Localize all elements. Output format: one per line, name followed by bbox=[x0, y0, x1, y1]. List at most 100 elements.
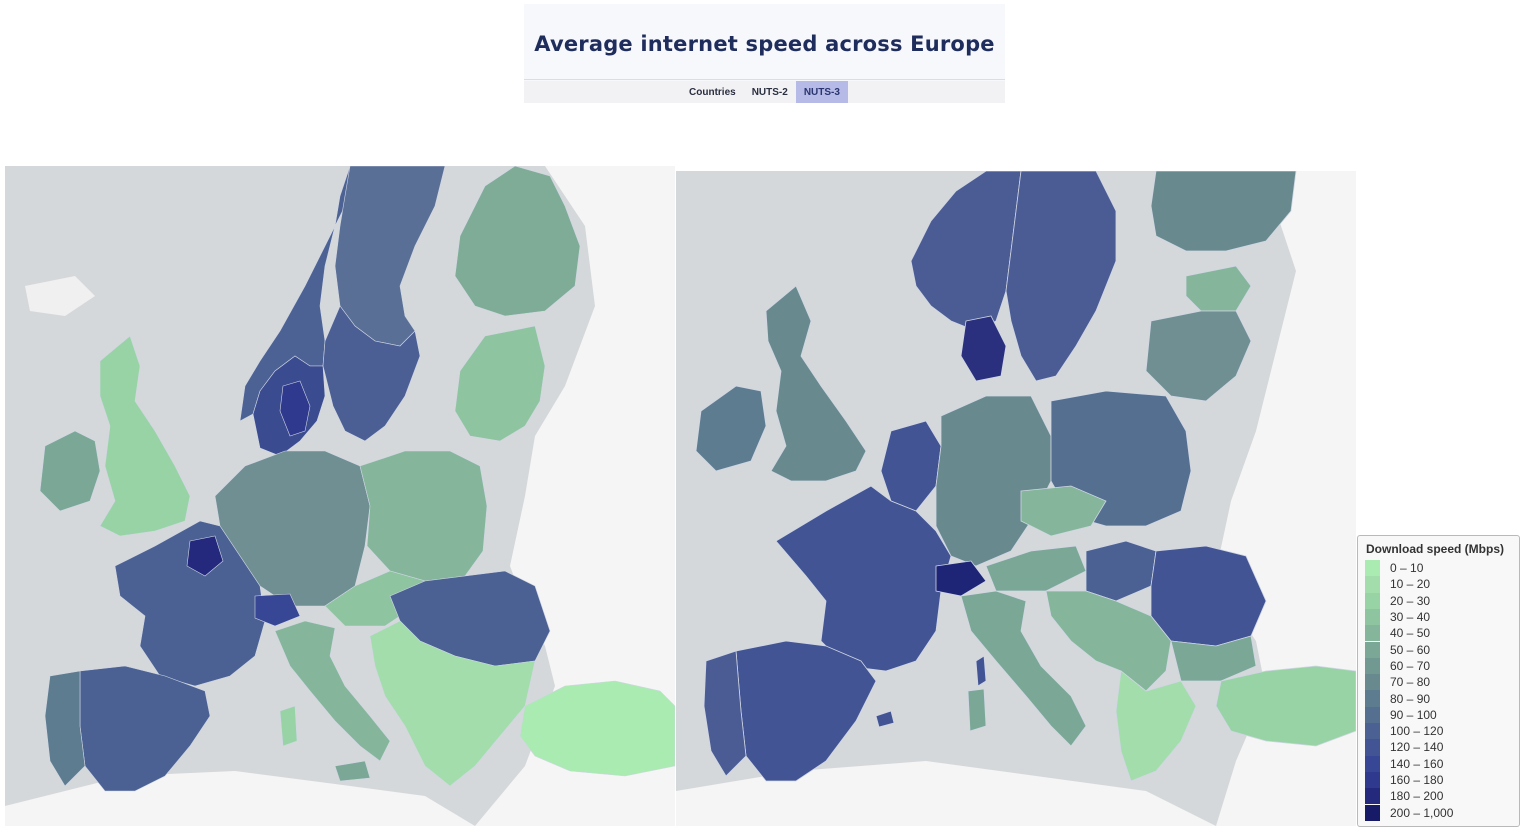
legend-item: 0 – 10 bbox=[1365, 560, 1424, 577]
legend-label: 20 – 30 bbox=[1390, 593, 1431, 608]
nuts-3-map[interactable] bbox=[5, 166, 675, 826]
legend-swatch bbox=[1365, 608, 1380, 626]
legend-panel: Download speed (Mbps) 0 – 10 10 – 20 20 – … bbox=[1357, 535, 1520, 827]
country-ireland[interactable] bbox=[695, 385, 767, 472]
tab-nuts-3[interactable]: NUTS-3 bbox=[795, 81, 848, 103]
country-estonia[interactable] bbox=[1185, 265, 1252, 312]
legend-swatch bbox=[1365, 804, 1380, 821]
country-france[interactable] bbox=[775, 485, 952, 672]
country-germany[interactable] bbox=[935, 395, 1052, 567]
legend-label: 70 – 80 bbox=[1390, 675, 1431, 690]
legend-item: 90 – 100 bbox=[1365, 706, 1437, 723]
level-tabs: Countries NUTS-2 NUTS-3 bbox=[524, 81, 1005, 103]
region-balkans[interactable] bbox=[369, 620, 536, 787]
region-sweden-south[interactable] bbox=[322, 305, 421, 442]
legend-swatch bbox=[1365, 625, 1380, 642]
country-greece-albania[interactable] bbox=[1115, 670, 1197, 782]
region-portugal[interactable] bbox=[44, 670, 86, 787]
legend-swatch bbox=[1365, 771, 1380, 789]
region-france[interactable] bbox=[114, 520, 266, 687]
country-czechia[interactable] bbox=[1020, 485, 1107, 537]
legend-label: 120 – 140 bbox=[1390, 740, 1444, 755]
iceland-land bbox=[25, 276, 95, 316]
legend-item: 40 – 50 bbox=[1365, 625, 1430, 642]
region-sweden[interactable] bbox=[334, 166, 446, 347]
legend-label: 60 – 70 bbox=[1390, 658, 1431, 673]
legend-item: 140 – 160 bbox=[1365, 755, 1444, 772]
legend-swatch bbox=[1365, 706, 1380, 723]
region-switzerland[interactable] bbox=[254, 593, 301, 627]
country-hungary[interactable] bbox=[1085, 540, 1157, 602]
region-great-britain[interactable] bbox=[99, 335, 191, 537]
legend-item: 70 – 80 bbox=[1365, 674, 1431, 691]
region-sardinia[interactable] bbox=[279, 705, 298, 747]
country-norway[interactable] bbox=[910, 171, 1022, 332]
region-denmark[interactable] bbox=[279, 380, 311, 437]
region-poland[interactable] bbox=[359, 450, 488, 582]
legend-label: 30 – 40 bbox=[1390, 610, 1431, 625]
country-benelux[interactable] bbox=[880, 420, 942, 512]
legend-swatch bbox=[1365, 657, 1380, 675]
region-paris[interactable] bbox=[186, 535, 224, 577]
country-spain[interactable] bbox=[735, 640, 877, 782]
north-africa-land bbox=[676, 761, 1216, 826]
legend-item: 120 – 140 bbox=[1365, 739, 1444, 756]
legend-item: 100 – 120 bbox=[1365, 723, 1444, 740]
legend-label: 50 – 60 bbox=[1390, 642, 1431, 657]
region-turkey[interactable] bbox=[519, 680, 675, 777]
legend-item: 10 – 20 bbox=[1365, 576, 1431, 593]
legend-item: 80 – 90 bbox=[1365, 690, 1430, 707]
legend-label: 10 – 20 bbox=[1390, 577, 1431, 592]
legend-label: 140 – 160 bbox=[1390, 756, 1444, 771]
legend-item: 160 – 180 bbox=[1365, 771, 1444, 789]
country-italy[interactable] bbox=[960, 590, 1087, 747]
country-latvia-lithuania[interactable] bbox=[1145, 310, 1252, 402]
nuts-3-map-canvas bbox=[5, 166, 675, 826]
legend-label: 160 – 180 bbox=[1390, 773, 1444, 788]
legend-item: 180 – 200 bbox=[1365, 788, 1444, 805]
country-uk[interactable] bbox=[765, 285, 867, 482]
legend-label: 180 – 200 bbox=[1390, 789, 1444, 804]
legend-item: 50 – 60 bbox=[1365, 641, 1431, 658]
legend-label: 200 – 1,000 bbox=[1390, 805, 1454, 820]
countries-map[interactable] bbox=[676, 171, 1356, 826]
legend-item: 60 – 70 bbox=[1365, 657, 1431, 675]
legend-title: Download speed (Mbps) bbox=[1366, 542, 1504, 556]
non-data-land-east bbox=[1216, 171, 1356, 826]
legend-item: 20 – 30 bbox=[1365, 592, 1431, 609]
country-finland[interactable] bbox=[1150, 171, 1297, 252]
page-title: Average internet speed across Europe bbox=[534, 32, 995, 56]
region-ireland[interactable] bbox=[39, 430, 101, 512]
region-italy[interactable] bbox=[274, 620, 391, 762]
country-turkey[interactable] bbox=[1215, 665, 1356, 747]
country-denmark[interactable] bbox=[960, 315, 1007, 382]
country-switzerland[interactable] bbox=[935, 560, 987, 597]
country-balkans[interactable] bbox=[1045, 590, 1172, 692]
legend-swatch bbox=[1365, 755, 1380, 772]
countries-map-canvas bbox=[676, 171, 1356, 826]
title-divider bbox=[524, 79, 1005, 80]
legend-label: 100 – 120 bbox=[1390, 724, 1444, 739]
legend-label: 90 – 100 bbox=[1390, 707, 1437, 722]
legend-swatch bbox=[1365, 560, 1380, 577]
region-finland[interactable] bbox=[454, 166, 581, 317]
header-panel: Average internet speed across Europe Cou… bbox=[524, 4, 1005, 103]
non-data-land-east bbox=[475, 166, 675, 826]
legend-swatch bbox=[1365, 576, 1380, 593]
legend-swatch bbox=[1365, 674, 1380, 691]
legend-swatch bbox=[1365, 788, 1380, 805]
country-sardinia[interactable] bbox=[967, 688, 987, 732]
tab-nuts-2[interactable]: NUTS-2 bbox=[751, 86, 788, 98]
region-sicily[interactable] bbox=[334, 760, 371, 782]
country-balearics[interactable] bbox=[875, 710, 895, 728]
country-portugal[interactable] bbox=[703, 650, 747, 777]
country-corsica[interactable] bbox=[975, 655, 987, 687]
legend-swatch bbox=[1365, 723, 1380, 740]
north-africa-land bbox=[5, 771, 475, 826]
tab-countries[interactable]: Countries bbox=[689, 86, 736, 98]
legend-item: 30 – 40 bbox=[1365, 608, 1431, 626]
legend-label: 0 – 10 bbox=[1390, 561, 1424, 576]
legend-swatch bbox=[1365, 690, 1380, 707]
country-sweden[interactable] bbox=[1005, 171, 1117, 382]
region-baltics[interactable] bbox=[454, 325, 546, 442]
